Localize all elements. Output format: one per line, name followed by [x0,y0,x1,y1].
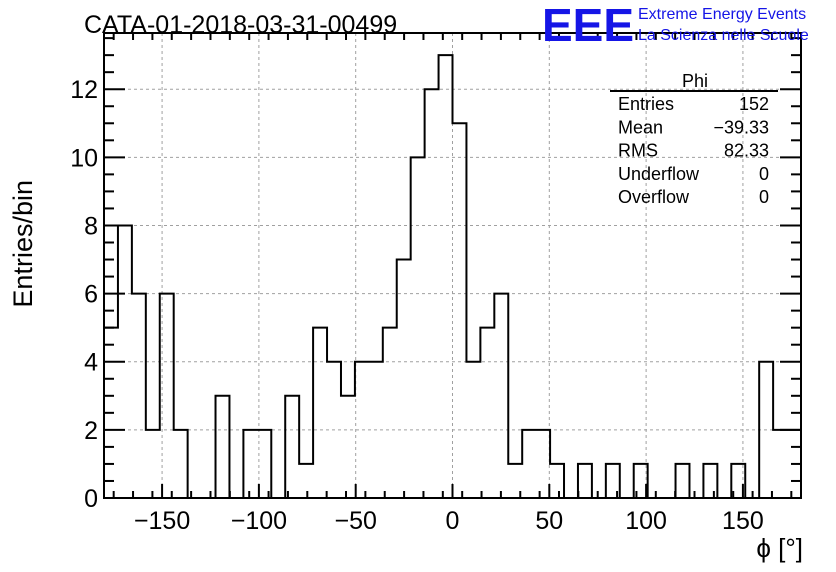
x-tick-label: −50 [334,507,376,535]
stats-row-label: Overflow [618,187,690,207]
stats-row-label: RMS [618,141,658,161]
y-tick-label: 0 [84,485,98,513]
x-tick-label: −100 [231,507,287,535]
stats-box-rows: Entries 152 Mean −39.33 RMS 82.33 Underflow 0 Ov… [618,94,769,207]
y-tick-label: 4 [84,349,98,377]
y-tick-label: 6 [84,281,98,309]
y-tick-label: 8 [84,212,98,240]
x-tick-label: −150 [134,507,190,535]
histogram-outline [103,54,802,499]
stats-row-value: 152 [739,94,769,114]
stats-row-value: 82.33 [724,141,769,161]
logo-mark: EEE [542,0,634,51]
y-tick-label: 2 [84,417,98,445]
logo: EEE Extreme Energy Events La Scienza nel… [542,0,809,51]
stats-row-label: Entries [618,94,674,114]
logo-line-1: Extreme Energy Events [638,6,806,23]
stats-box-title: Phi [682,71,708,91]
x-axis-label: ϕ [°] [756,533,803,563]
y-tick-label: 12 [70,76,98,104]
x-tick-label: 50 [535,507,563,535]
y-tick-label: 10 [70,144,98,172]
x-tick-label: 100 [625,507,667,535]
plot-frame [103,32,802,499]
x-tick-label: 0 [446,507,460,535]
stats-row-value: 0 [759,164,769,184]
stats-row-value: 0 [759,187,769,207]
chart-title: CATA-01-2018-03-31-00499 [84,11,397,39]
stats-box: Phi Entries 152 Mean −39.33 RMS 82.33 Underflo… [610,71,778,207]
x-tick-label: 150 [722,507,764,535]
stats-row-value: −39.33 [713,117,769,137]
axes: −150 −100 −50 0 50 100 150 0 2 4 6 8 10 12 [70,33,801,535]
stats-row-label: Mean [618,117,663,137]
y-axis-label: Entries/bin [8,180,38,308]
logo-line-2: La Scienza nelle Scuole [638,27,809,44]
stats-row-label: Underflow [618,164,700,184]
